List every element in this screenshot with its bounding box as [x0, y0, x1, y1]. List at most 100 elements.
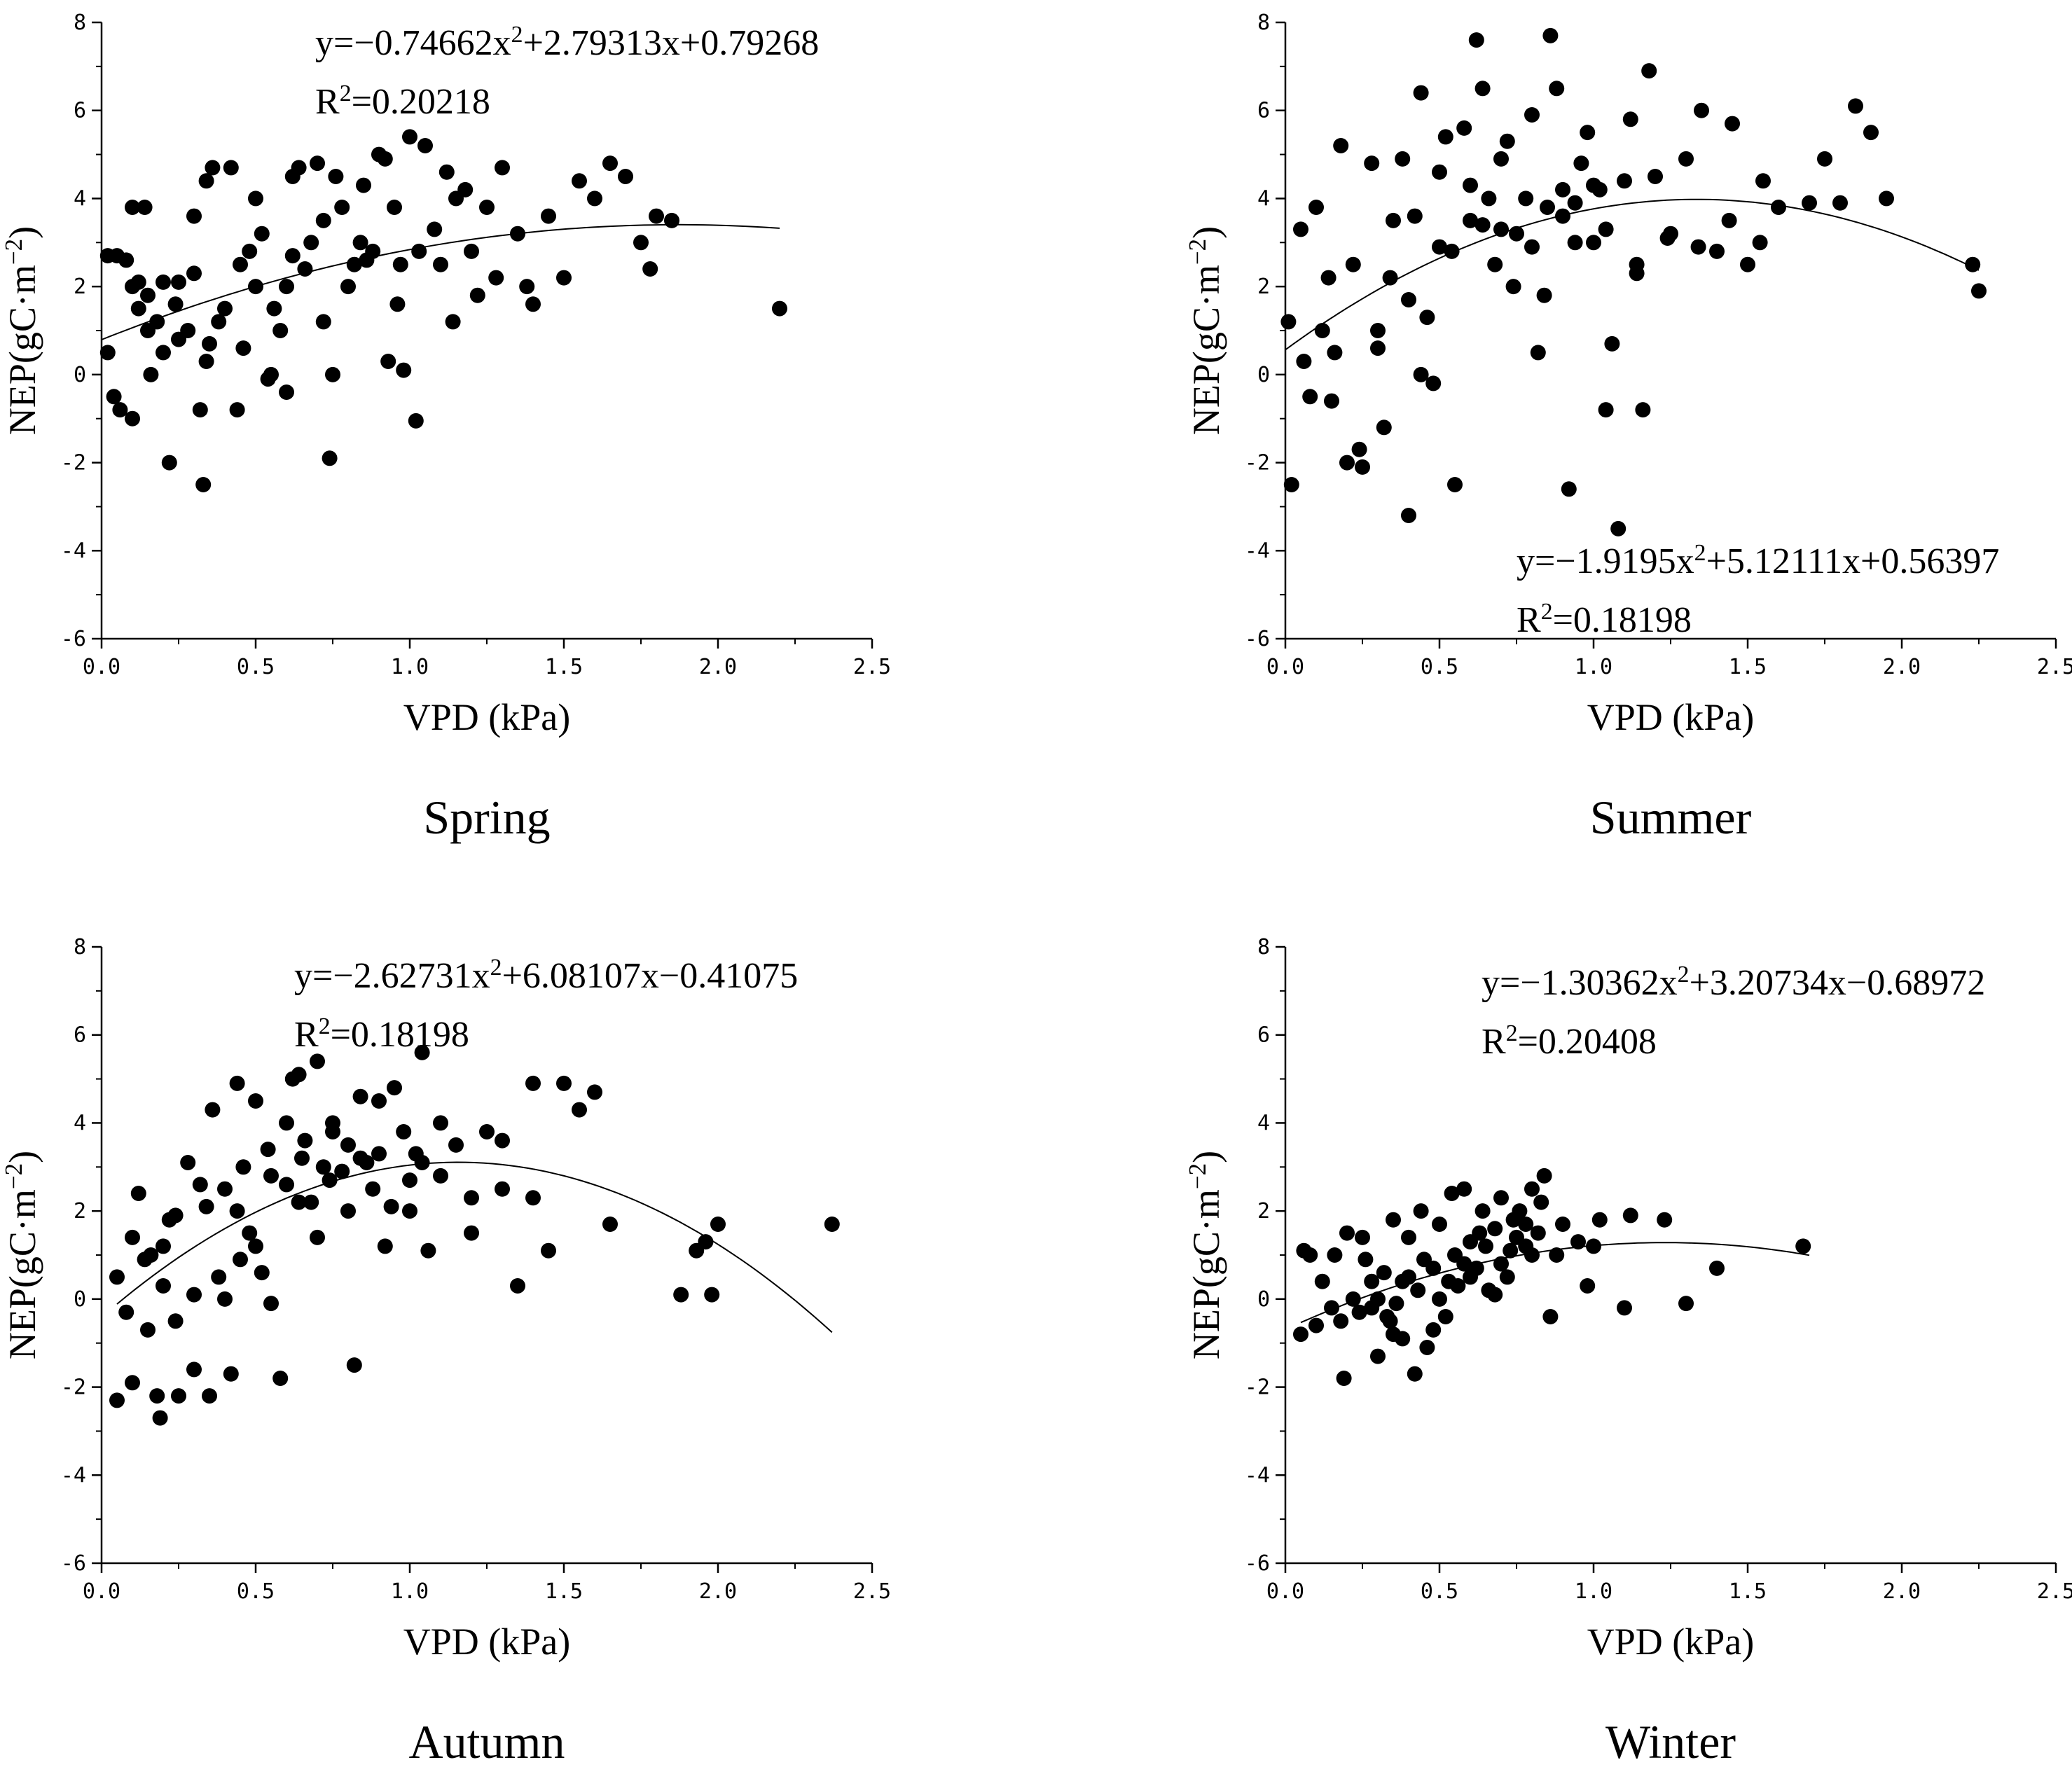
data-point — [1376, 1265, 1392, 1281]
data-point — [1432, 1217, 1447, 1232]
data-point — [1333, 1313, 1349, 1329]
data-point — [1410, 1282, 1426, 1298]
data-point — [1848, 98, 1863, 114]
data-point — [198, 1198, 214, 1214]
data-point — [195, 477, 212, 492]
data-point — [315, 212, 331, 228]
data-point — [1370, 340, 1386, 356]
data-point — [1629, 265, 1645, 282]
data-point — [217, 300, 233, 317]
data-point — [1308, 200, 1324, 215]
data-point — [1419, 1340, 1435, 1355]
data-point — [198, 354, 214, 369]
data-point — [229, 402, 245, 418]
data-point — [1533, 1194, 1549, 1210]
fit-curve — [116, 1161, 833, 1333]
data-point — [279, 1177, 294, 1193]
x-tick-label: 0.0 — [83, 655, 120, 679]
data-point — [1971, 283, 1987, 299]
data-point — [1598, 402, 1614, 418]
data-point — [1549, 1247, 1565, 1263]
data-point — [279, 384, 294, 400]
data-point — [1617, 173, 1632, 189]
data-point — [1351, 1304, 1367, 1320]
data-point — [433, 1115, 448, 1131]
y-tick-label: -2 — [1245, 1376, 1270, 1400]
data-point — [649, 208, 664, 224]
x-tick-label: 2.0 — [1883, 655, 1921, 679]
data-point — [525, 1075, 541, 1091]
data-point — [1752, 235, 1768, 251]
data-point — [392, 256, 408, 272]
y-tick-label: -6 — [1245, 1551, 1270, 1576]
data-point — [1524, 239, 1540, 255]
data-point — [279, 1115, 294, 1131]
y-tick-label: -6 — [61, 627, 86, 651]
data-point — [156, 274, 171, 290]
data-point — [284, 248, 301, 264]
data-point — [248, 1238, 263, 1254]
data-point — [205, 160, 221, 176]
y-tick-label: 6 — [74, 99, 86, 123]
data-point — [1659, 230, 1676, 246]
data-point — [1376, 420, 1392, 436]
data-point — [414, 1044, 430, 1060]
data-point — [1401, 1229, 1416, 1245]
fit-curve — [101, 223, 780, 340]
data-point — [572, 1102, 587, 1118]
data-point — [315, 314, 331, 330]
data-point — [1493, 151, 1509, 167]
data-point — [1364, 1273, 1380, 1289]
data-point — [1474, 217, 1491, 233]
data-point — [1468, 32, 1484, 48]
data-point — [1555, 1217, 1570, 1232]
data-point — [1472, 1225, 1488, 1241]
x-tick-label: 0.0 — [1266, 655, 1304, 679]
data-point — [1795, 1238, 1811, 1254]
data-point — [1425, 375, 1442, 391]
data-point — [1657, 1212, 1673, 1228]
x-tick-label: 2.5 — [2037, 655, 2072, 679]
data-point — [1444, 1186, 1460, 1201]
data-point — [291, 1067, 307, 1083]
data-point — [1355, 1229, 1370, 1245]
data-point — [1622, 111, 1638, 127]
data-point — [1401, 292, 1416, 307]
data-point — [1493, 221, 1509, 237]
x-tick-label: 0.5 — [237, 1579, 275, 1604]
data-point — [1395, 1331, 1411, 1347]
data-point — [1358, 1252, 1374, 1268]
data-point — [167, 296, 184, 312]
data-point — [167, 1207, 184, 1224]
x-tick-label: 0.5 — [1421, 655, 1458, 679]
data-point — [1721, 212, 1737, 228]
data-point — [479, 1124, 495, 1139]
data-point — [1314, 1273, 1330, 1289]
data-point — [1333, 138, 1349, 153]
data-point — [1364, 155, 1380, 172]
data-point — [1505, 279, 1521, 295]
data-point — [235, 1159, 251, 1175]
x-tick-label: 2.5 — [853, 655, 891, 679]
data-point — [272, 1371, 289, 1386]
data-point — [186, 1287, 202, 1303]
data-point — [1530, 345, 1546, 361]
data-point — [1709, 243, 1725, 259]
data-point — [417, 138, 433, 153]
data-point — [254, 1265, 270, 1281]
data-point — [710, 1217, 726, 1232]
data-point — [1456, 1256, 1472, 1272]
data-point — [525, 296, 541, 312]
data-point — [1413, 85, 1429, 101]
data-point — [291, 1194, 307, 1210]
data-point — [156, 1278, 171, 1294]
data-point — [1293, 221, 1308, 237]
data-point — [1493, 1190, 1509, 1206]
data-point — [1401, 508, 1416, 523]
data-point — [1641, 63, 1657, 79]
fit-equation: y=−1.9195x2+5.12111x+0.56397 — [1517, 540, 1999, 582]
y-axis-label: NEP(gC·m−2) — [1184, 226, 1228, 435]
data-point — [1327, 345, 1343, 361]
data-point — [772, 300, 787, 317]
data-point — [260, 1142, 276, 1158]
